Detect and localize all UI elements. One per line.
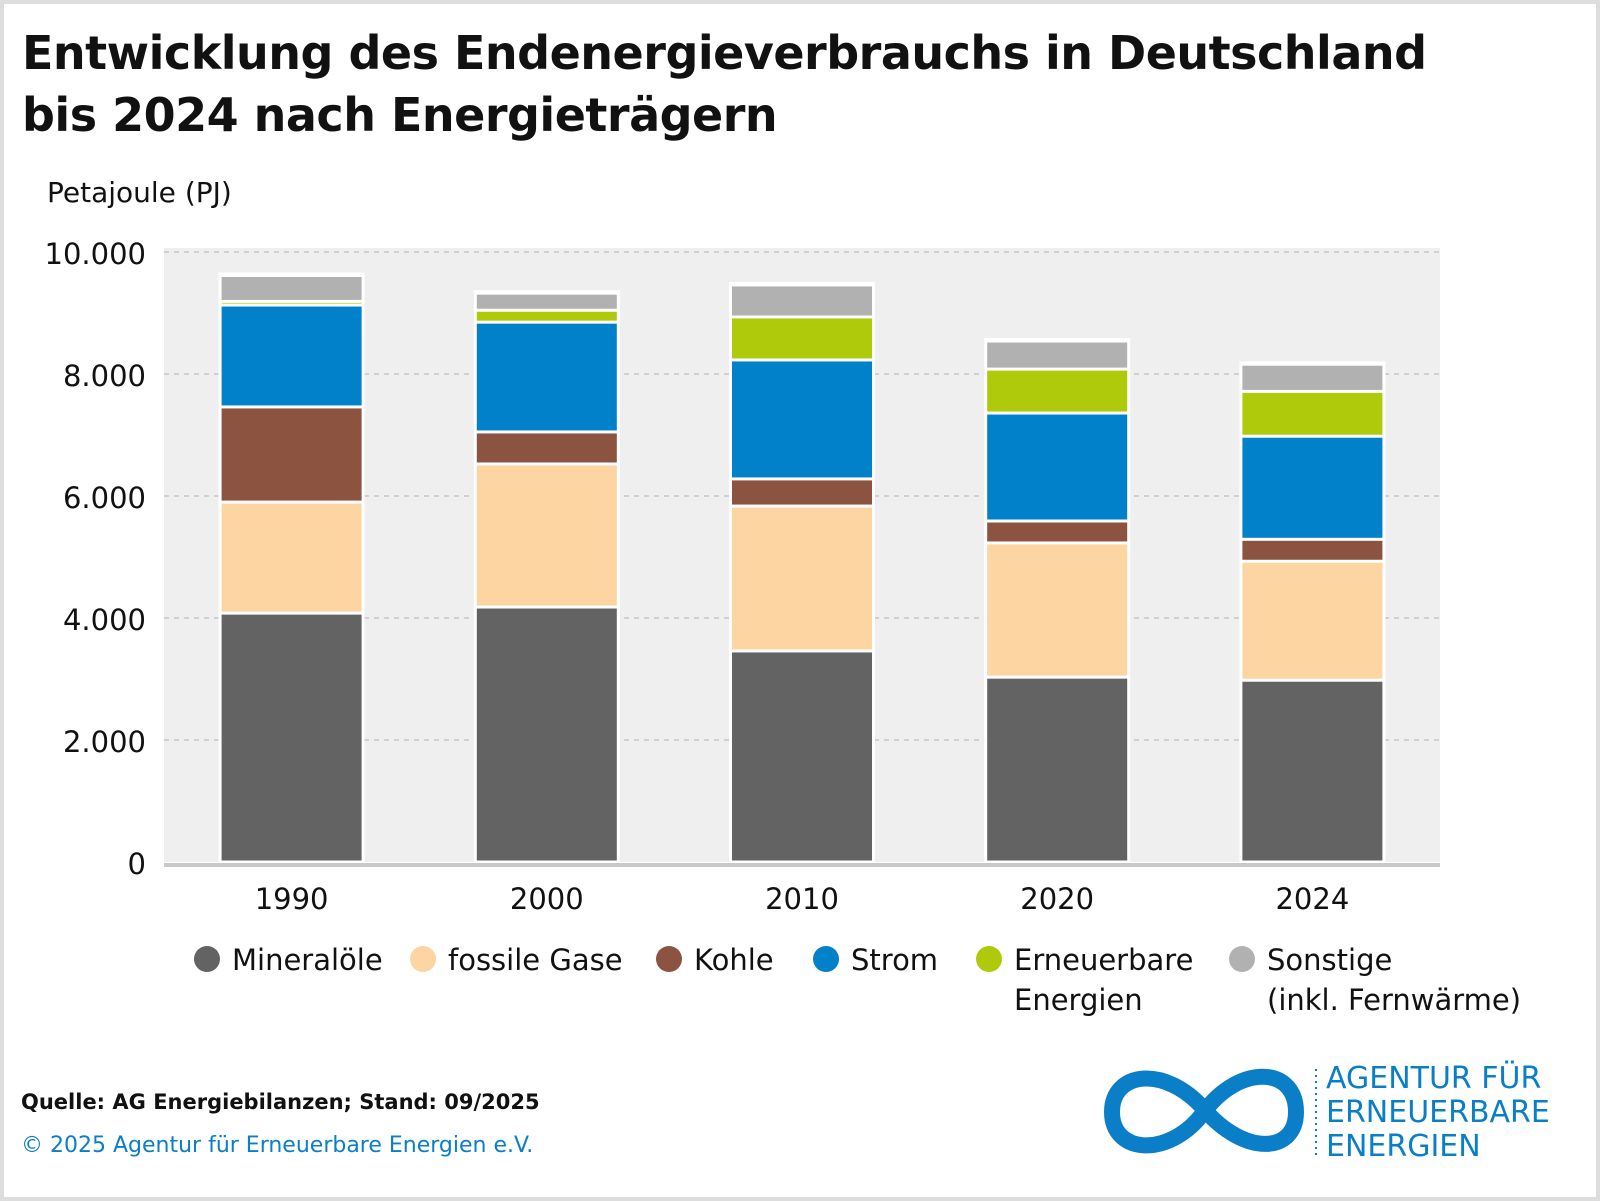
bar-segment-2020-kohle (987, 522, 1128, 542)
x-tick-label: 2000 (510, 882, 584, 916)
y-tick-label: 4.000 (63, 603, 146, 637)
y-tick-label: 6.000 (63, 481, 146, 515)
bar-segment-2010-sonstige-inkl-fernwärme- (732, 286, 872, 316)
y-tick-label: 0 (128, 847, 146, 881)
bar-segment-2010-erneuerbare-energien (732, 318, 872, 359)
bar-segment-2000-strom (476, 323, 617, 431)
bar-segment-1990-mineralöle (221, 614, 362, 861)
bar-segment-1990-erneuerbare-energien (221, 302, 362, 304)
legend-label: Kohle (694, 943, 774, 977)
source-note: Quelle: AG Energiebilanzen; Stand: 09/20… (21, 1090, 540, 1114)
logo-line-3: ENERGIEN (1326, 1129, 1481, 1164)
bar-segment-2020-sonstige-inkl-fernwärme- (987, 342, 1128, 368)
legend-item: Mineralöle (194, 940, 383, 980)
legend-label: Sonstige (1267, 943, 1393, 977)
y-tick-label: 10.000 (45, 237, 146, 271)
bar-segment-2000-kohle (476, 433, 617, 463)
legend-item: fossile Gase (410, 940, 623, 980)
bar-segment-2010-fossile-gase (732, 507, 872, 650)
bar-segment-2020-fossile-gase (987, 544, 1128, 676)
logo-text: AGENTUR FÜR ERNEUERBARE ENERGIEN (1326, 1062, 1550, 1164)
legend-item: Strom (813, 940, 939, 980)
logo-line-2: ERNEUERBARE (1326, 1095, 1550, 1130)
bar-segment-2020-mineralöle (987, 678, 1128, 861)
bar-segment-2020-strom (987, 414, 1128, 520)
copyright[interactable]: © 2025 Agentur für Erneuerbare Energien … (21, 1133, 534, 1158)
legend-label: fossile Gase (448, 943, 623, 977)
legend-label: (inkl. Fernwärme) (1267, 983, 1522, 1017)
bar-segment-2000-sonstige-inkl-fernwärme- (476, 294, 617, 309)
bar-segment-2010-mineralöle (732, 652, 872, 861)
bar-segment-2024-strom (1242, 437, 1383, 538)
bar-segment-1990-fossile-gase (221, 503, 362, 612)
bar-segment-2000-mineralöle (476, 608, 617, 861)
legend-dot-icon (656, 946, 682, 972)
logo-infinity-icon (1103, 1068, 1317, 1159)
legend-label: Erneuerbare (1014, 943, 1194, 977)
legend-dot-icon (410, 946, 436, 972)
bar-segment-1990-kohle (221, 408, 362, 501)
title-line-2: bis 2024 nach Energieträgern (22, 88, 778, 142)
legend-item: Sonstige (inkl. Fernwärme) (1229, 940, 1522, 1020)
bar-segment-2024-kohle (1242, 540, 1383, 560)
x-tick-label: 2020 (1020, 882, 1094, 916)
bar-segment-2024-sonstige-inkl-fernwärme- (1242, 365, 1383, 390)
bar-segment-2000-erneuerbare-energien (476, 311, 617, 321)
chart-title: Entwicklung des Endenergieverbrauchs in … (22, 22, 1427, 146)
bar-segment-2024-erneuerbare-energien (1242, 392, 1383, 435)
title-line-1: Entwicklung des Endenergieverbrauchs in … (22, 26, 1427, 80)
legend-item: Erneuerbare Energien (976, 940, 1194, 1020)
bar-segment-1990-strom (221, 306, 362, 406)
legend-dot-icon (976, 946, 1002, 972)
y-tick-label: 8.000 (63, 359, 146, 393)
bar-segment-2000-fossile-gase (476, 465, 617, 606)
x-tick-label: 1990 (255, 882, 329, 916)
bar-segment-1990-sonstige-inkl-fernwärme- (221, 276, 362, 300)
bar-segment-2020-erneuerbare-energien (987, 370, 1128, 412)
logo-line-1: AGENTUR FÜR (1326, 1061, 1542, 1096)
legend-dot-icon (1229, 946, 1255, 972)
legend-label: Strom (851, 943, 939, 977)
bar-segment-2024-fossile-gase (1242, 562, 1383, 679)
x-tick-label: 2010 (765, 882, 839, 916)
chart-plot: 0 2.000 4.000 6.000 8.000 10.000 1990 2000 2010 2… (45, 237, 1440, 916)
legend-item: Kohle (656, 940, 774, 980)
legend-dot-icon (194, 946, 220, 972)
legend-label: Mineralöle (232, 943, 383, 977)
x-tick-label: 2024 (1275, 882, 1349, 916)
bar-segment-2024-mineralöle (1242, 681, 1383, 861)
legend-dot-icon (813, 946, 839, 972)
legend-label: Energien (1014, 983, 1143, 1017)
y-tick-label: 2.000 (63, 725, 146, 759)
bar-segment-2010-kohle (732, 480, 872, 505)
bar-segment-2010-strom (732, 361, 872, 478)
y-axis-label: Petajoule (PJ) (47, 176, 232, 209)
